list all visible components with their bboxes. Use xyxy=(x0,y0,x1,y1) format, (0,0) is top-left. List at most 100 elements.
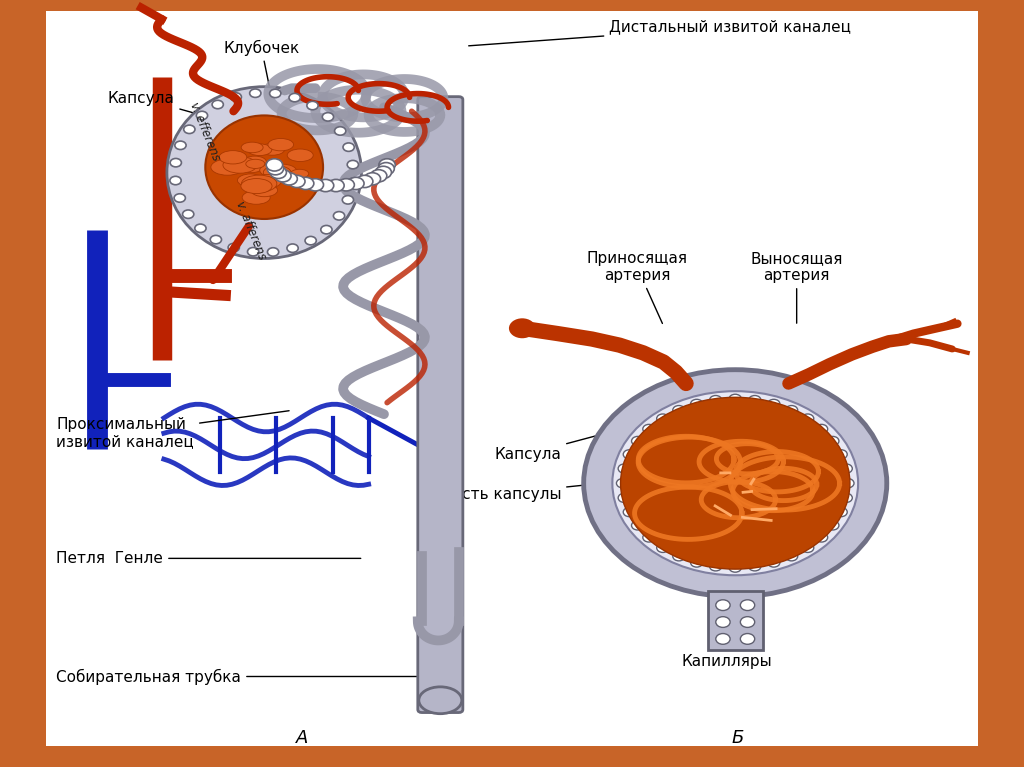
Circle shape xyxy=(317,179,334,192)
Circle shape xyxy=(826,436,839,446)
Circle shape xyxy=(509,318,536,338)
Circle shape xyxy=(270,166,287,179)
Circle shape xyxy=(375,166,391,179)
Circle shape xyxy=(716,634,730,644)
Circle shape xyxy=(749,396,761,405)
Circle shape xyxy=(174,194,185,202)
Circle shape xyxy=(729,394,741,403)
Circle shape xyxy=(840,464,852,473)
Ellipse shape xyxy=(260,143,285,155)
Circle shape xyxy=(710,396,722,405)
FancyBboxPatch shape xyxy=(46,11,978,746)
Text: Собирательная трубка: Собирательная трубка xyxy=(56,668,422,685)
Circle shape xyxy=(274,170,291,182)
Text: Б: Б xyxy=(731,729,743,747)
Circle shape xyxy=(378,163,394,175)
Circle shape xyxy=(305,236,316,245)
Ellipse shape xyxy=(242,191,270,204)
Circle shape xyxy=(815,424,827,433)
Circle shape xyxy=(230,93,242,101)
Ellipse shape xyxy=(205,115,324,219)
Ellipse shape xyxy=(240,162,262,173)
Circle shape xyxy=(248,248,259,256)
Circle shape xyxy=(297,177,313,189)
Circle shape xyxy=(289,94,300,102)
Circle shape xyxy=(266,159,283,171)
Circle shape xyxy=(228,243,240,252)
Ellipse shape xyxy=(248,144,271,156)
Circle shape xyxy=(621,397,850,569)
Circle shape xyxy=(643,533,655,542)
Circle shape xyxy=(356,176,373,188)
Text: Капсула: Капсула xyxy=(108,91,220,120)
Circle shape xyxy=(840,493,852,502)
Ellipse shape xyxy=(242,142,263,153)
Ellipse shape xyxy=(268,139,294,151)
Circle shape xyxy=(287,244,298,252)
Circle shape xyxy=(740,617,755,627)
Circle shape xyxy=(321,225,332,234)
Circle shape xyxy=(267,248,279,256)
Ellipse shape xyxy=(268,164,297,178)
Circle shape xyxy=(740,634,755,644)
Circle shape xyxy=(842,479,854,488)
Circle shape xyxy=(690,400,702,409)
Ellipse shape xyxy=(241,179,272,193)
Text: Клубочек: Клубочек xyxy=(223,39,299,108)
Ellipse shape xyxy=(246,160,265,169)
Text: v. afferens: v. afferens xyxy=(233,199,268,262)
Circle shape xyxy=(826,521,839,530)
Circle shape xyxy=(195,224,206,232)
Circle shape xyxy=(170,159,181,167)
FancyBboxPatch shape xyxy=(708,591,763,650)
Circle shape xyxy=(618,493,631,502)
Circle shape xyxy=(269,89,281,97)
Circle shape xyxy=(618,464,631,473)
Circle shape xyxy=(624,449,636,459)
Ellipse shape xyxy=(244,156,266,167)
Ellipse shape xyxy=(167,87,361,258)
Circle shape xyxy=(289,176,305,188)
Ellipse shape xyxy=(263,166,291,179)
Circle shape xyxy=(802,543,814,552)
Circle shape xyxy=(365,173,381,185)
Circle shape xyxy=(197,111,208,120)
Text: А: А xyxy=(296,729,308,747)
Circle shape xyxy=(716,617,730,627)
Circle shape xyxy=(749,561,761,571)
Circle shape xyxy=(183,125,195,133)
Circle shape xyxy=(656,414,669,423)
Circle shape xyxy=(267,163,284,175)
Circle shape xyxy=(307,179,324,191)
Circle shape xyxy=(632,436,644,446)
Ellipse shape xyxy=(242,175,276,193)
Ellipse shape xyxy=(419,687,462,713)
Text: Дистальный извитой каналец: Дистальный извитой каналец xyxy=(469,19,851,46)
Circle shape xyxy=(716,600,730,611)
Circle shape xyxy=(348,177,365,189)
Circle shape xyxy=(379,159,395,171)
Circle shape xyxy=(673,551,685,561)
Circle shape xyxy=(710,561,722,571)
Circle shape xyxy=(656,543,669,552)
Circle shape xyxy=(343,143,354,151)
Circle shape xyxy=(835,508,847,517)
Circle shape xyxy=(347,160,358,169)
Ellipse shape xyxy=(211,160,244,175)
Text: Приносящая
артерия: Приносящая артерия xyxy=(587,251,687,324)
Ellipse shape xyxy=(287,149,313,162)
Circle shape xyxy=(347,178,358,186)
Circle shape xyxy=(335,127,346,135)
Circle shape xyxy=(729,563,741,572)
Circle shape xyxy=(624,508,636,517)
Text: Выносящая
артерия: Выносящая артерия xyxy=(751,251,843,323)
Circle shape xyxy=(182,210,194,219)
Text: Петля  Генле: Петля Генле xyxy=(56,551,360,566)
Circle shape xyxy=(785,406,798,415)
Circle shape xyxy=(250,89,261,97)
Circle shape xyxy=(690,558,702,567)
Circle shape xyxy=(281,173,297,185)
Ellipse shape xyxy=(238,174,264,186)
Circle shape xyxy=(328,179,344,192)
Circle shape xyxy=(802,414,814,423)
